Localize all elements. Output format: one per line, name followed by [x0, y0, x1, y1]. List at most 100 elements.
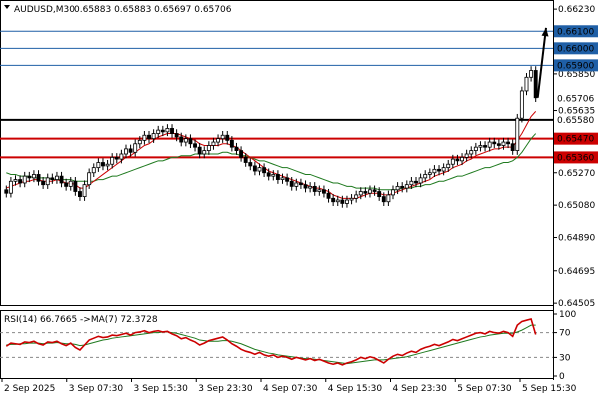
candle-body [381, 196, 386, 203]
candle-body [82, 184, 87, 198]
candle-body [68, 180, 73, 187]
time-tick-label: 3 Sep 07:30 [69, 384, 124, 394]
candle-body [128, 148, 133, 153]
candle-body [492, 141, 497, 145]
symbol-label: AUDUSD,M30 [14, 5, 75, 15]
candle-body [142, 134, 147, 141]
candle-body [404, 184, 409, 189]
candle-body [395, 185, 400, 191]
horizontal-levels [0, 30, 553, 159]
candle-body [335, 199, 340, 203]
candle-body [165, 128, 170, 133]
candle-body [473, 146, 478, 151]
candle-body [432, 168, 437, 174]
time-tick-label: 2 Sep 2025 [4, 384, 55, 394]
candle-body [515, 117, 520, 151]
level-tag-1-bg [554, 42, 598, 55]
candle-body [27, 175, 32, 179]
candle-body [133, 143, 138, 153]
rsi-indicator [0, 317, 553, 366]
candle-body [105, 163, 110, 167]
rsi-axis-ticks: 100 70 30 0 [553, 310, 576, 382]
level-tag-3-label: 0.65580 [557, 116, 594, 126]
level-tag-0-bg [554, 25, 598, 38]
candle-body [114, 157, 119, 160]
rsi-tick-label: 70 [559, 329, 571, 339]
price-tick-label: 0.64695 [558, 267, 595, 277]
candle-body [368, 189, 372, 194]
last-price-tag-bg [554, 92, 598, 105]
level-tag-2-bg [554, 59, 598, 72]
time-tick-label: 3 Sep 23:30 [198, 384, 253, 394]
time-tick-label: 5 Sep 07:30 [457, 384, 512, 394]
time-tick-label: 5 Sep 15:30 [522, 384, 577, 394]
level-tag-1-label: 0.66000 [557, 44, 594, 54]
level-tag-3-bg [554, 113, 598, 126]
candle-body [41, 180, 46, 186]
candle-body [340, 199, 345, 204]
projection-arrow [536, 27, 549, 98]
arrow-shaft [536, 27, 547, 98]
candle-body [91, 167, 96, 174]
moving-averages [6, 111, 537, 199]
price-tick-label: 0.66230 [558, 5, 595, 15]
time-axis-ticks: 2 Sep 2025 3 Sep 07:30 3 Sep 15:30 3 Sep 23… [1, 378, 577, 394]
candle-body [8, 180, 13, 194]
candle-body [234, 146, 239, 151]
candle-body [487, 141, 492, 148]
candle-body [289, 180, 294, 187]
candle-body [101, 162, 105, 167]
candle-body [243, 157, 248, 163]
candle-body [275, 174, 280, 180]
price-tick-label: 0.64505 [558, 299, 595, 309]
symbol-triangle-icon [4, 5, 10, 9]
candle-body [510, 143, 515, 151]
candle-body [110, 157, 115, 165]
candle-body [455, 158, 460, 162]
level-tag-0-label: 0.66100 [557, 27, 594, 37]
level-tag-4-bg [554, 132, 598, 145]
candle-body [50, 177, 55, 180]
candle-body [354, 194, 359, 199]
candle-body [533, 70, 538, 99]
time-tick-label: 4 Sep 07:30 [263, 384, 318, 394]
rsi-header: RSI(14) 66.7665 ->MA(7) 72.3728 [4, 315, 158, 325]
candle-body [45, 177, 50, 186]
price-tick-label: 0.65270 [558, 169, 595, 179]
last-price-tag-label: 0.65706 [557, 94, 594, 104]
candle-body [174, 133, 179, 138]
time-tick-label: 3 Sep 15:30 [134, 384, 189, 394]
candle-body [22, 175, 27, 184]
candle-body [294, 182, 299, 187]
candle-body [280, 177, 285, 180]
level-tag-4-label: 0.65470 [557, 135, 594, 145]
candle-body [409, 180, 414, 186]
candle-body [483, 145, 488, 148]
level-price-tags: 0.66100 0.66000 0.65900 0.65580 0.65470 0.653… [554, 25, 598, 164]
candle-body [147, 134, 151, 140]
candle-body [225, 134, 230, 141]
candlesticks [4, 66, 538, 208]
candle-body [312, 185, 317, 192]
time-tick-label: 4 Sep 23:30 [393, 384, 448, 394]
level-tag-5-label: 0.65360 [557, 153, 594, 163]
candle-body [386, 194, 391, 203]
level-tag-2-label: 0.65900 [557, 61, 594, 71]
candle-body [262, 167, 267, 174]
rsi-line [5, 317, 537, 366]
candle-body [321, 189, 326, 194]
candle-body [193, 143, 197, 148]
candle-body [519, 90, 524, 119]
candle-body [96, 162, 101, 169]
candle-body [478, 145, 483, 148]
candle-body [73, 180, 78, 192]
candle-body [400, 185, 405, 189]
candle-body [326, 192, 331, 199]
time-tick-label: 4 Sep 15:30 [328, 384, 383, 394]
candle-body [414, 180, 418, 184]
candle-body [501, 141, 506, 146]
candle-body [211, 141, 216, 146]
candle-body [151, 133, 156, 140]
candle-body [197, 146, 202, 155]
candle-body [4, 189, 9, 194]
